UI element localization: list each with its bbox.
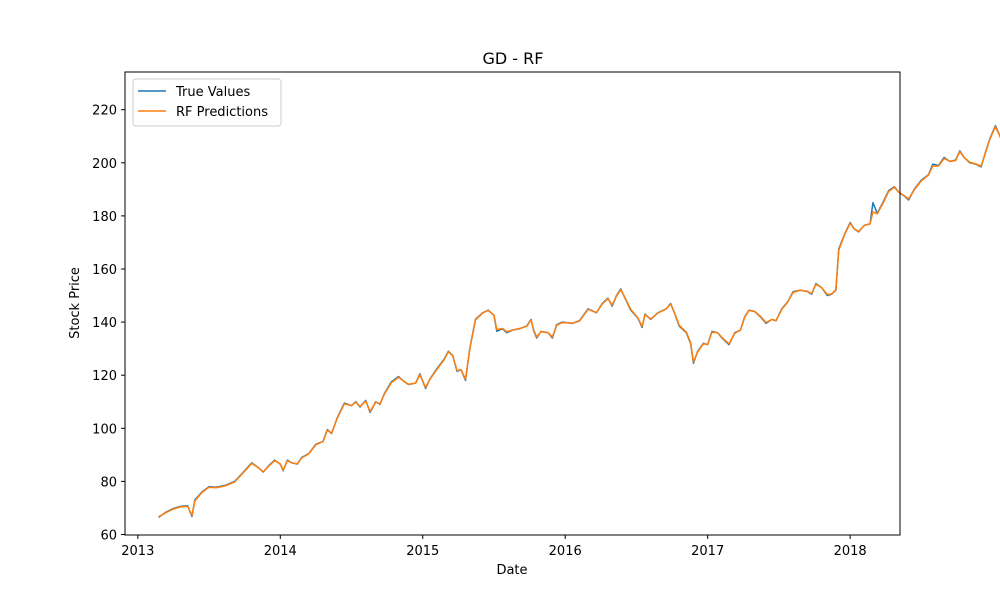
y-tick-label: 120 (92, 369, 117, 384)
y-tick-label: 100 (92, 422, 117, 437)
y-axis-label: Stock Price (68, 267, 83, 339)
y-tick-label: 200 (92, 157, 117, 172)
legend-box (132, 78, 282, 127)
y-tick-label: 220 (92, 104, 117, 119)
y-tick-label: 160 (92, 263, 117, 278)
chart-title: GD - RF (483, 49, 544, 68)
y-tick-label: 140 (92, 316, 117, 331)
plot-frame (124, 71, 901, 536)
x-tick-label: 2018 (834, 544, 867, 559)
x-tick-label: 2016 (549, 544, 582, 559)
plot-area (158, 124, 1000, 518)
x-tick-label: 2013 (121, 544, 154, 559)
x-axis-label: Date (496, 563, 527, 578)
y-tick-label: 80 (100, 475, 117, 490)
x-tick-label: 2017 (691, 544, 724, 559)
y-tick-label: 60 (100, 528, 117, 543)
legend-label-0: True Values (175, 85, 250, 100)
legend: True Values RF Predictions (132, 78, 282, 127)
x-tick-label: 2015 (406, 544, 439, 559)
legend-label-1: RF Predictions (176, 105, 268, 120)
y-tick-label: 180 (92, 210, 117, 225)
series-line-1 (158, 125, 1000, 518)
axes: 2013 2014 2015 2016 2017 2018 60 80 100 120 140 160… (92, 71, 901, 559)
series-line-0 (158, 124, 1000, 518)
x-tick-label: 2014 (264, 544, 297, 559)
